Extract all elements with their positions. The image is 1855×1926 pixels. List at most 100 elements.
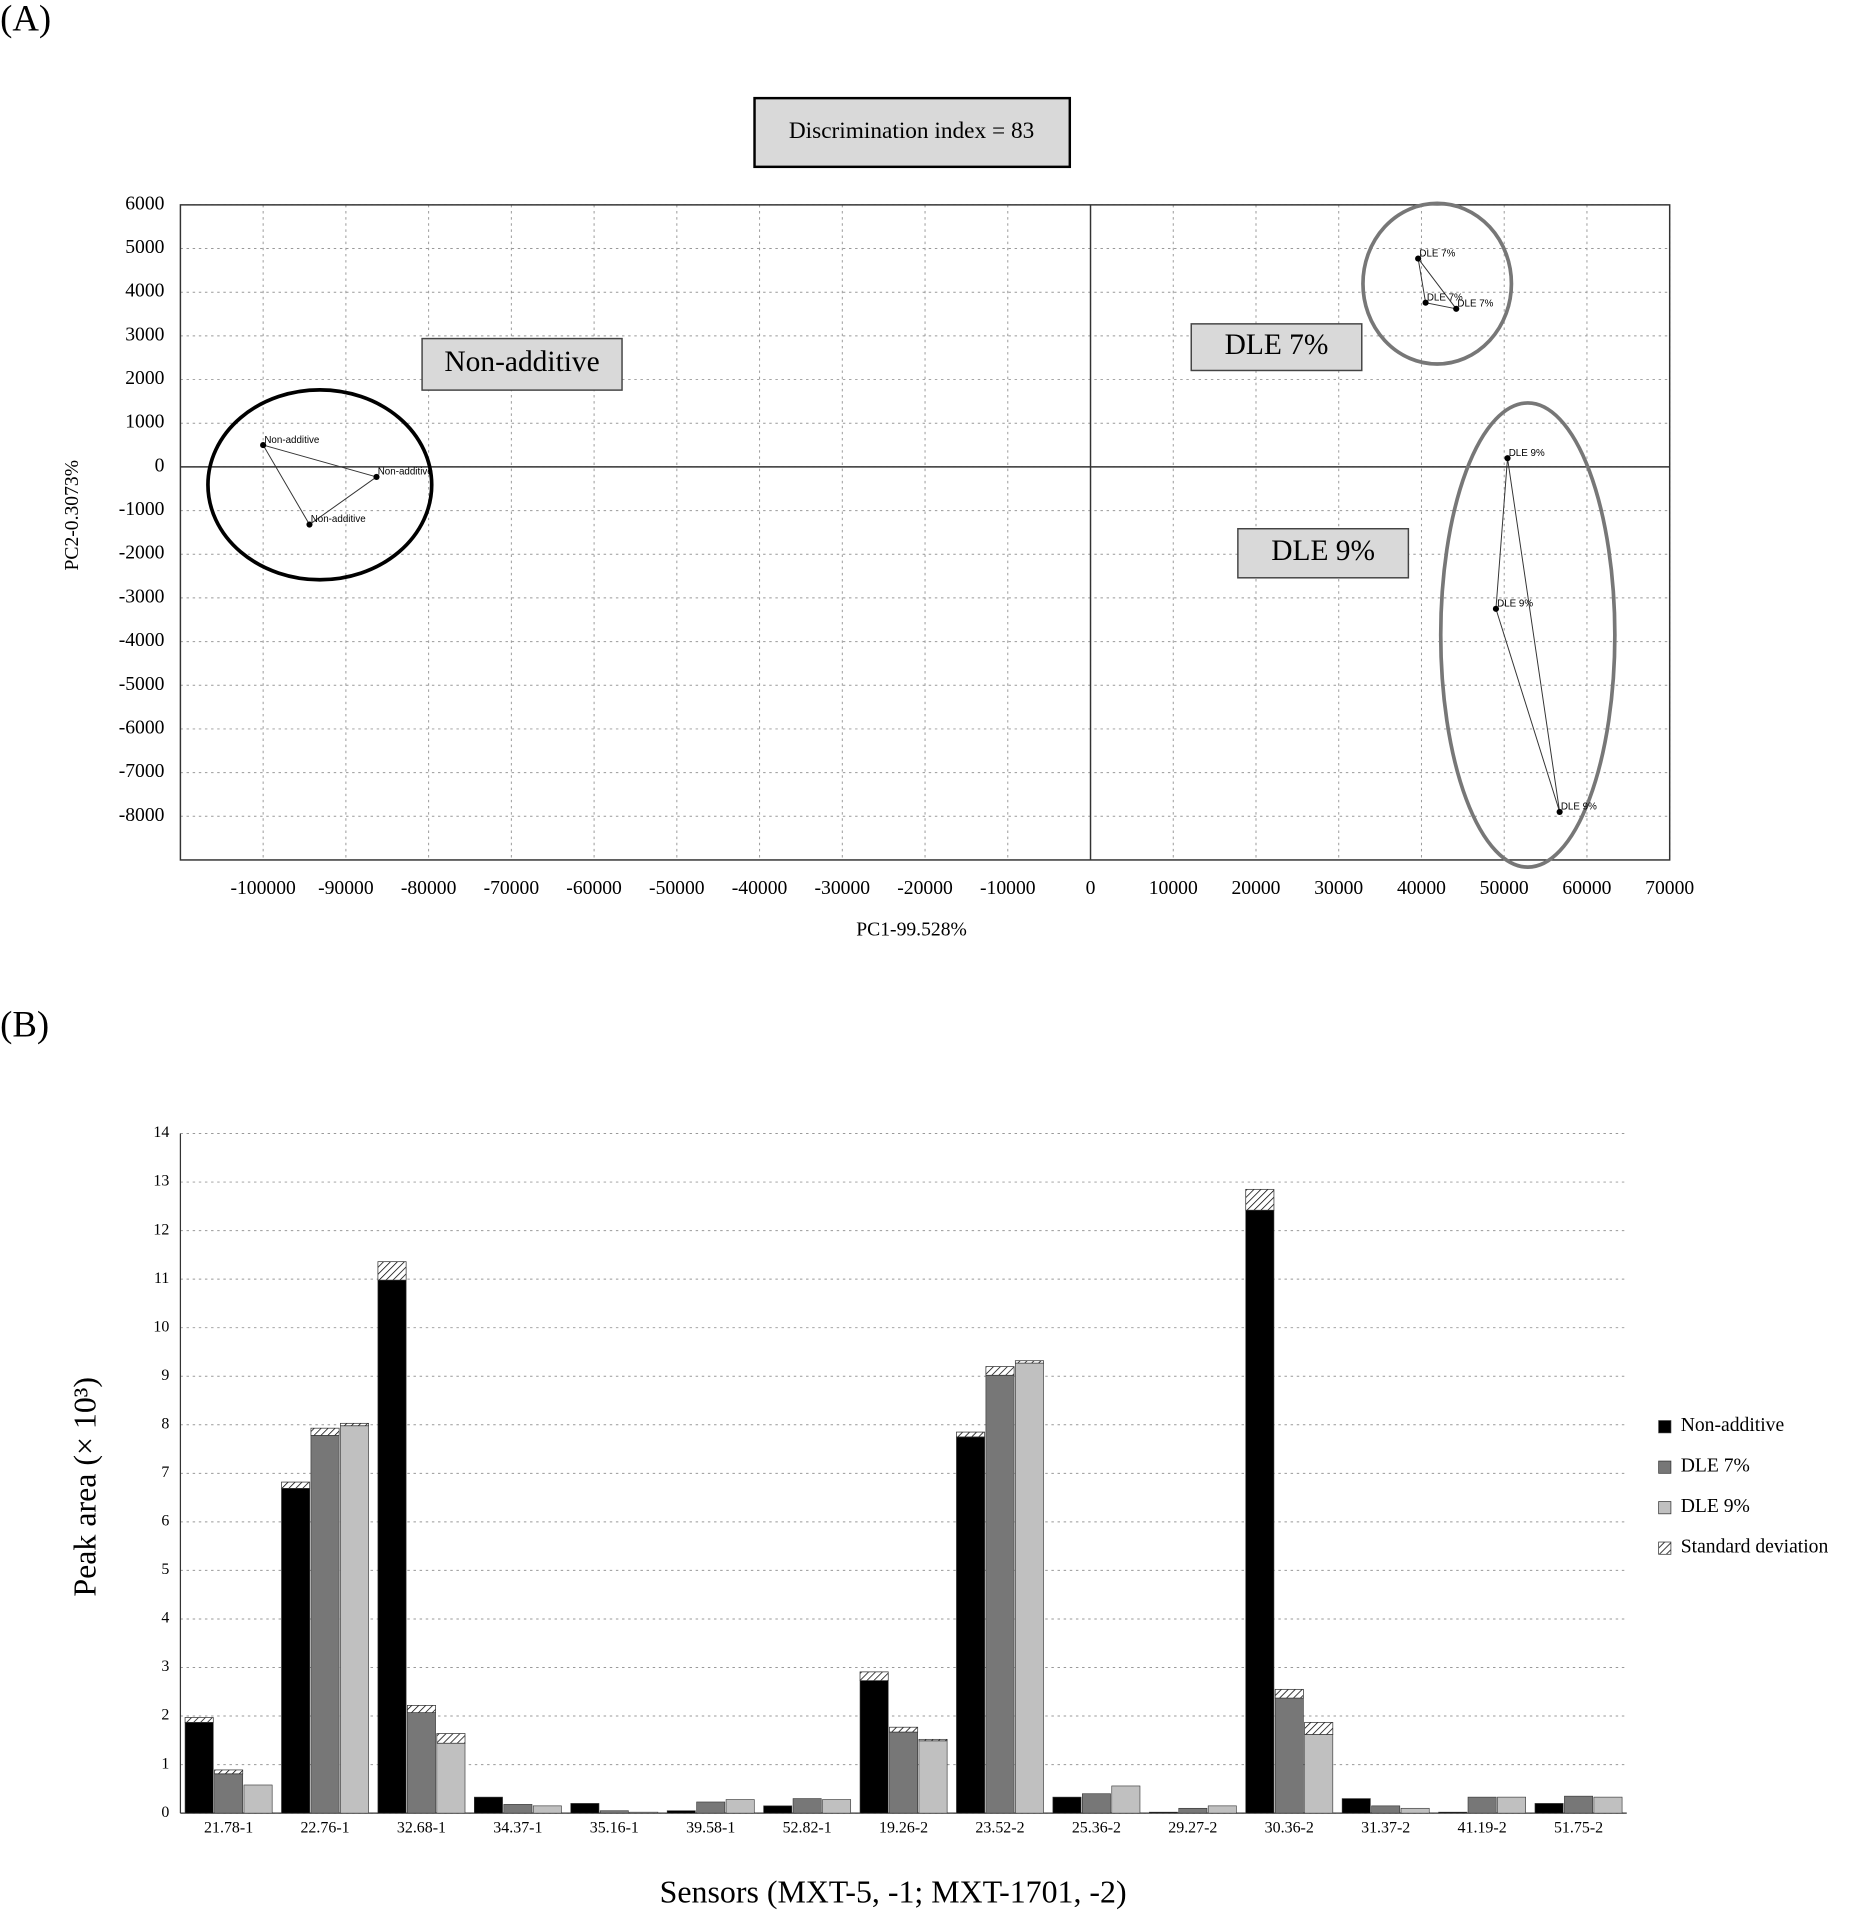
title-box: [753, 96, 1072, 169]
y-tick-label: 3: [161, 1658, 169, 1675]
group-label-box: [421, 337, 623, 391]
group-outline: [1495, 458, 1561, 813]
group-outline: [262, 444, 378, 526]
bar: [629, 1811, 659, 1814]
panel-label: (A): [0, 0, 51, 39]
bar: [1593, 1796, 1623, 1814]
x-tick-label: 10000: [1149, 878, 1198, 899]
bar: [1497, 1796, 1526, 1814]
group-label: DLE 9%: [1271, 535, 1375, 567]
point-label: DLE 7%: [1457, 298, 1493, 309]
point: [1453, 305, 1460, 312]
point-label: Non-additive: [378, 467, 434, 478]
bar: [1467, 1796, 1497, 1814]
y-tick-label: 5: [161, 1561, 169, 1578]
x-tick-label: 23.52-2: [975, 1820, 1024, 1837]
bar: [918, 1740, 948, 1814]
y-tick-label: -6000: [119, 717, 165, 738]
y-tick-label: 0: [155, 455, 165, 476]
point: [1415, 255, 1422, 262]
x-tick-label: -70000: [484, 878, 540, 899]
group-label: DLE 7%: [1225, 329, 1329, 361]
x-tick-label: -40000: [732, 878, 788, 899]
error-bar: [889, 1726, 919, 1733]
bar: [763, 1805, 793, 1814]
bar: [1304, 1734, 1334, 1814]
legend-label: Standard deviation: [1681, 1537, 1829, 1558]
plot-frame: [179, 204, 1671, 861]
y-tick-label: -5000: [119, 674, 165, 695]
legend-label: DLE 7%: [1681, 1456, 1750, 1477]
y-tick-label: 5000: [125, 237, 164, 258]
x-tick-label: -20000: [897, 878, 953, 899]
bar: [570, 1803, 600, 1814]
x-tick-label: -30000: [815, 878, 871, 899]
point: [1492, 605, 1500, 612]
legend-swatch: [1658, 1420, 1672, 1434]
x-tick-label: 52.82-1: [783, 1820, 832, 1837]
group-ellipse: [1361, 201, 1514, 366]
error-bar: [214, 1769, 244, 1775]
bar: [599, 1810, 629, 1814]
y-tick-label: 6: [161, 1513, 169, 1530]
bar: [1371, 1805, 1401, 1814]
error-bar: [918, 1738, 948, 1742]
error-bar: [956, 1431, 986, 1438]
y-tick-label: -8000: [119, 805, 165, 826]
y-tick-label: -7000: [119, 761, 165, 782]
x-tick-label: -60000: [566, 878, 622, 899]
bar: [503, 1804, 533, 1814]
x-tick-label: -90000: [318, 878, 374, 899]
point-label: Non-additive: [311, 514, 367, 525]
x-tick-label: 34.37-1: [493, 1820, 542, 1837]
y-tick-label: 1000: [125, 412, 164, 433]
x-tick-label: -80000: [401, 878, 457, 899]
y-tick-label: -2000: [119, 543, 165, 564]
bar: [407, 1712, 436, 1814]
x-tick-label: 51.75-2: [1554, 1820, 1603, 1837]
error-bar: [1014, 1360, 1044, 1364]
bar: [1274, 1697, 1304, 1814]
chart-title: Discrimination index = 83: [789, 118, 1034, 144]
group-ellipse: [206, 388, 434, 582]
point: [306, 521, 313, 528]
point-label: DLE 7%: [1419, 248, 1455, 259]
bar: [859, 1680, 889, 1814]
y-tick-label: -4000: [119, 630, 165, 651]
error-bar: [310, 1427, 340, 1436]
group-ellipse: [1438, 401, 1617, 869]
bar: [1178, 1807, 1208, 1814]
x-tick-label: 41.19-2: [1458, 1820, 1507, 1837]
x-tick-label: 22.76-1: [300, 1820, 349, 1837]
bar: [474, 1796, 503, 1814]
point-label: Non-additive: [264, 435, 320, 446]
bar: [1052, 1796, 1082, 1814]
bar: [377, 1279, 407, 1814]
y-tick-label: 4: [161, 1610, 169, 1627]
y-tick-label: 0: [161, 1804, 169, 1821]
error-bar: [406, 1705, 436, 1714]
error-bar: [377, 1261, 407, 1281]
y-tick-label: 3000: [125, 324, 164, 345]
x-tick-label: 31.37-2: [1361, 1820, 1410, 1837]
group-label: Non-additive: [444, 346, 599, 378]
bar: [1564, 1795, 1593, 1814]
x-axis-label: Sensors (MXT-5, -1; MXT-1701, -2): [660, 1875, 1127, 1910]
bar: [822, 1799, 852, 1814]
x-tick-label: 32.68-1: [397, 1820, 446, 1837]
bar: [956, 1436, 985, 1814]
x-tick-label: 60000: [1562, 878, 1611, 899]
x-tick-label: -100000: [230, 878, 296, 899]
bar: [1207, 1805, 1237, 1814]
error-bar: [985, 1366, 1015, 1376]
x-tick-label: -50000: [649, 878, 705, 899]
bar: [725, 1799, 755, 1814]
bar: [889, 1731, 918, 1814]
x-tick-label: 39.58-1: [686, 1820, 735, 1837]
x-axis-label: PC1-99.528%: [856, 920, 967, 941]
x-tick-label: 35.16-1: [590, 1820, 639, 1837]
bar: [1400, 1807, 1430, 1814]
y-tick-label: 2000: [125, 368, 164, 389]
